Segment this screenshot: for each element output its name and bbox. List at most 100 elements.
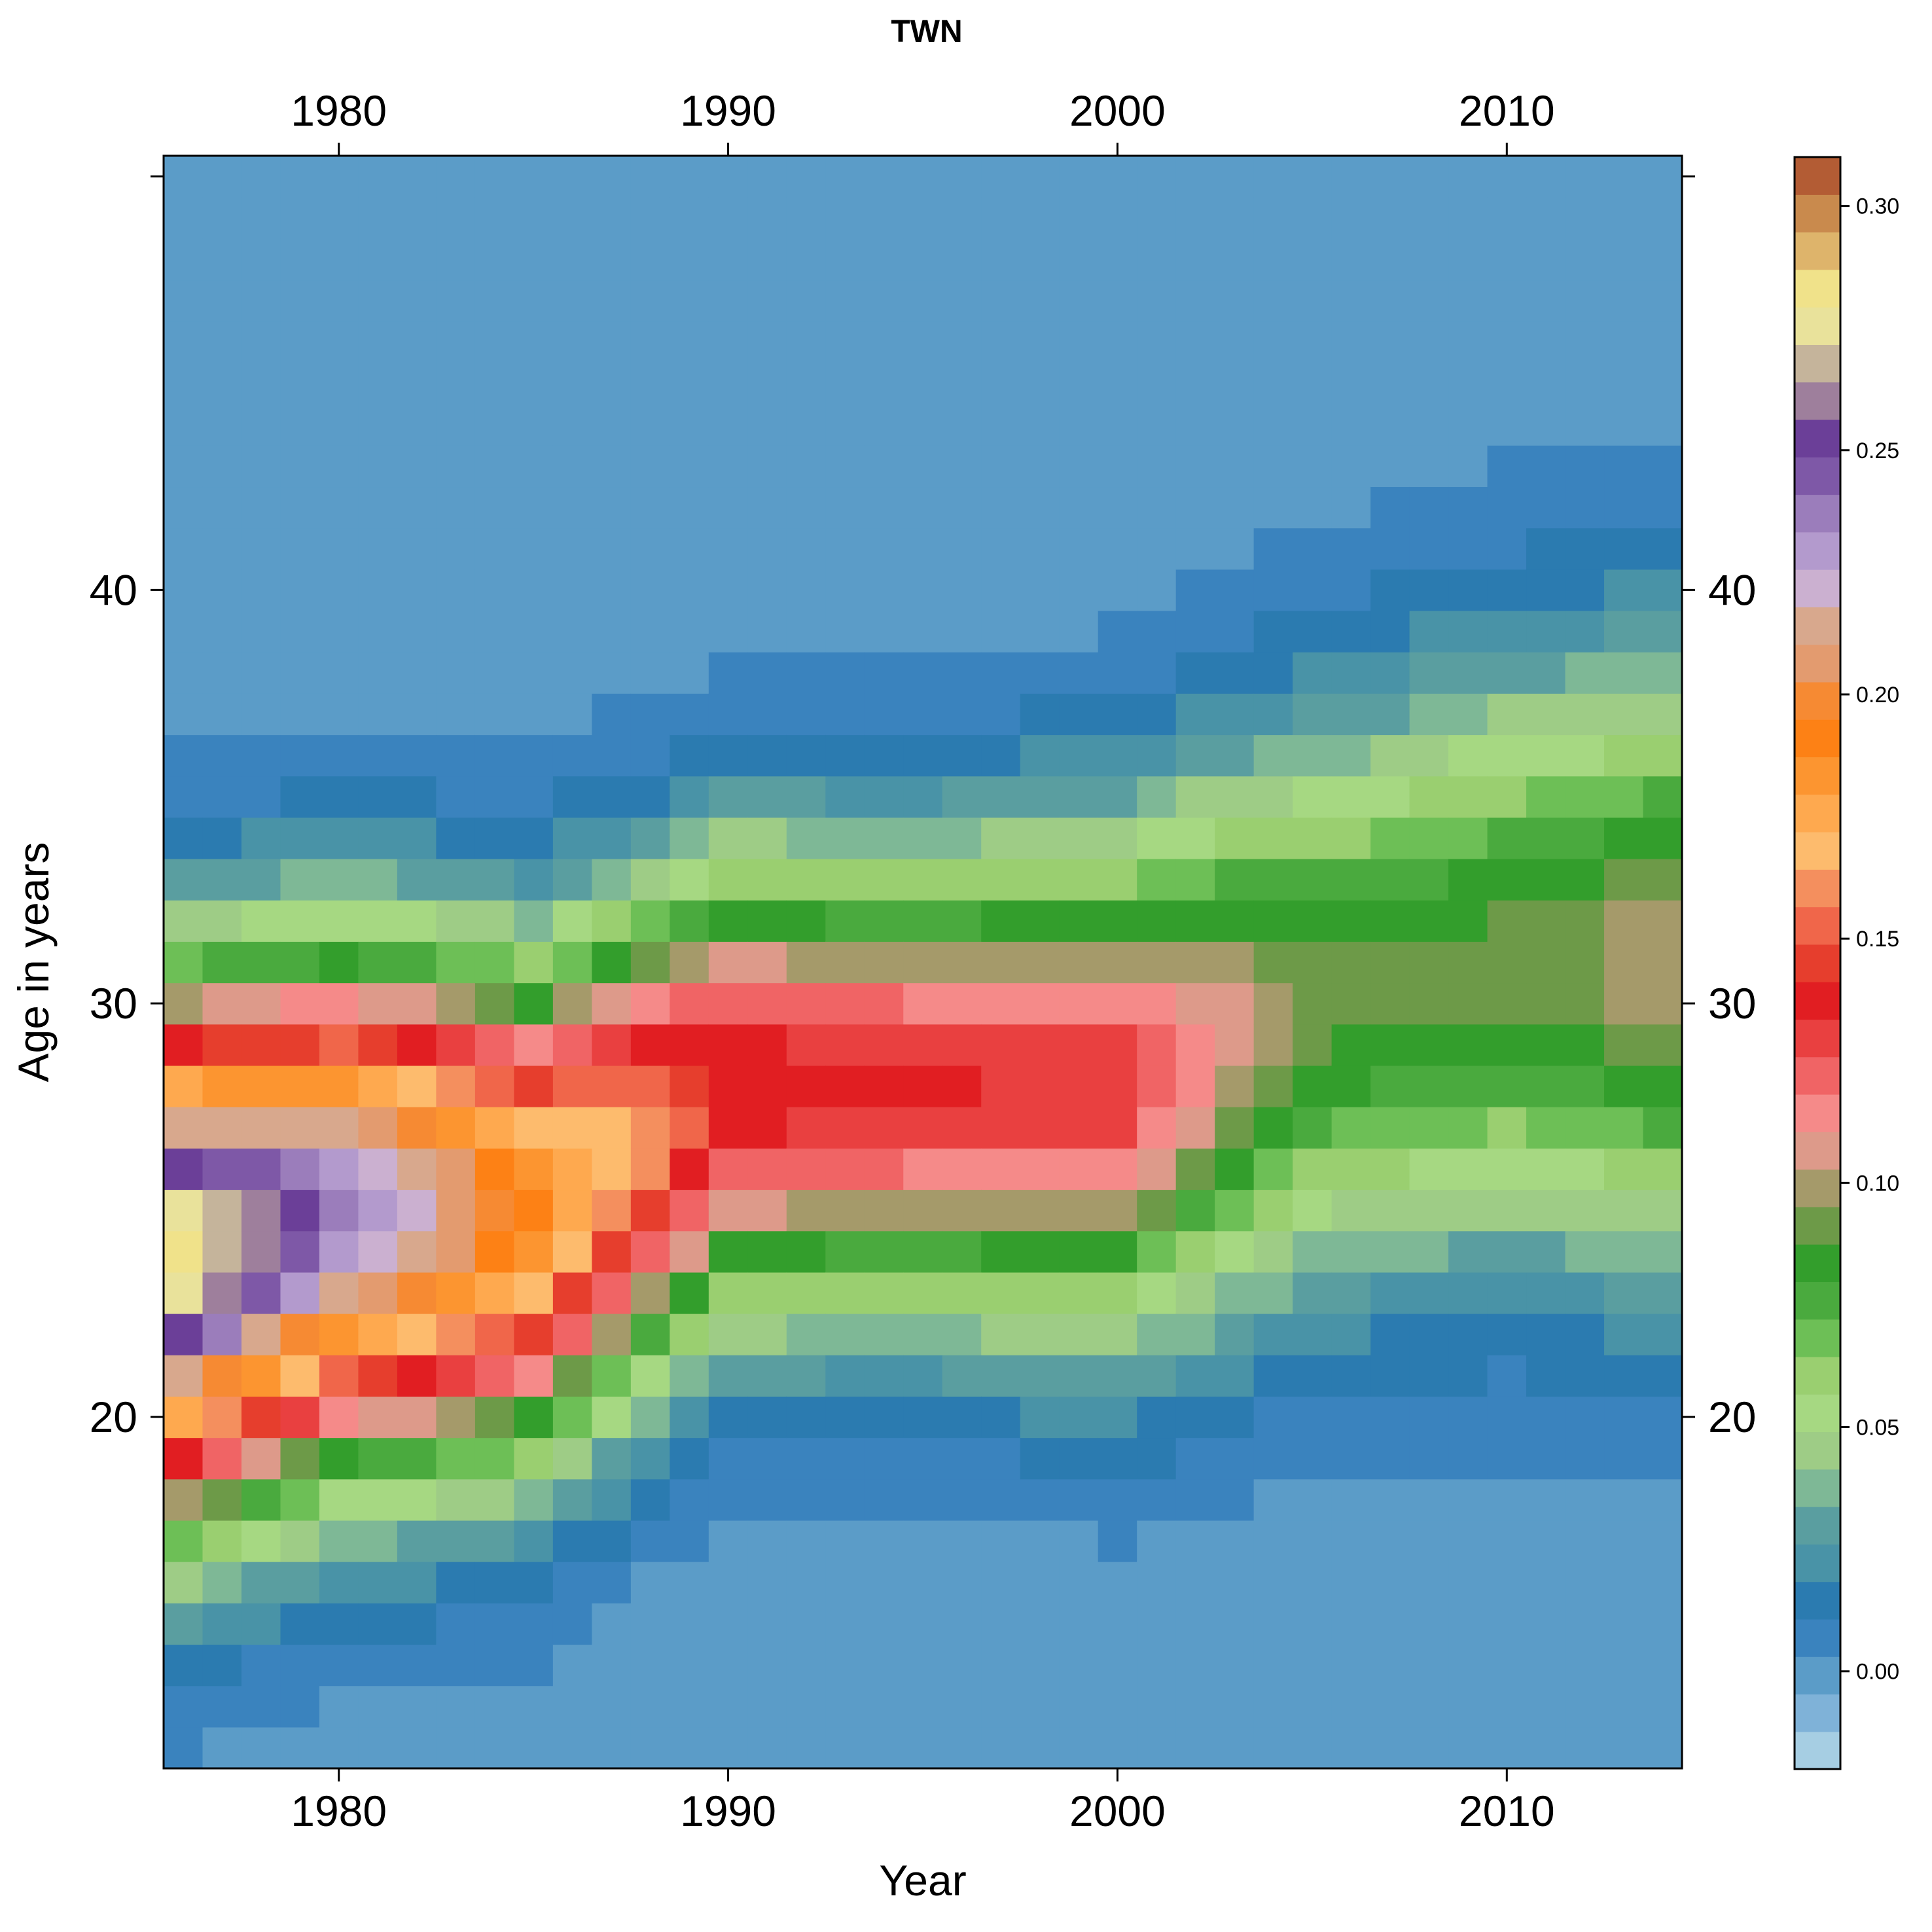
heatmap-cell	[164, 1272, 204, 1314]
heatmap-cell	[280, 1065, 320, 1107]
heatmap-cell	[1175, 776, 1215, 818]
heatmap-cell	[319, 982, 359, 1025]
heatmap-cell	[1526, 445, 1566, 488]
heatmap-cell	[670, 1272, 709, 1314]
heatmap-cell	[592, 776, 632, 818]
heatmap-cell	[1293, 776, 1333, 818]
heatmap-cell	[1526, 238, 1566, 281]
heatmap-cell	[202, 321, 242, 363]
heatmap-cell	[397, 528, 437, 570]
heatmap-cell	[1604, 1396, 1644, 1439]
heatmap-cell	[514, 1644, 554, 1687]
heatmap-cell	[1059, 1562, 1099, 1603]
heatmap-cell	[1020, 859, 1060, 901]
heatmap-cell	[280, 156, 320, 198]
heatmap-cell	[747, 1355, 787, 1397]
heatmap-cell	[474, 486, 514, 529]
heatmap-cell	[1253, 569, 1293, 611]
heatmap-cell	[1175, 1685, 1215, 1728]
heatmap-cell	[358, 1520, 398, 1562]
heatmap-cell	[1565, 1272, 1605, 1314]
heatmap-cell	[1331, 859, 1371, 901]
heatmap-cell	[358, 321, 398, 363]
heatmap-cell	[1370, 941, 1410, 984]
heatmap-cell	[1370, 1644, 1410, 1687]
heatmap-cell	[786, 1065, 826, 1107]
heatmap-cell	[630, 1562, 670, 1603]
heatmap-cell	[670, 1024, 709, 1066]
heatmap-cell	[1409, 486, 1449, 529]
heatmap-cell	[747, 610, 787, 653]
heatmap-cell	[1604, 900, 1644, 942]
heatmap-cell	[708, 404, 748, 446]
heatmap-cell	[1604, 1644, 1644, 1687]
heatmap-cell	[1215, 238, 1255, 281]
heatmap-cell	[358, 279, 398, 322]
heatmap-cell	[319, 652, 359, 694]
heatmap-cell	[241, 817, 281, 859]
heatmap-cell	[202, 1396, 242, 1439]
heatmap-cell	[1526, 1478, 1566, 1521]
heatmap-cell	[358, 734, 398, 777]
heatmap-cell	[1059, 859, 1099, 901]
heatmap-cell	[1526, 279, 1566, 322]
heatmap-cell	[981, 445, 1021, 488]
heatmap-cell	[1331, 1189, 1371, 1232]
heatmap-cell	[747, 569, 787, 611]
heatmap-cell	[241, 1437, 281, 1480]
heatmap-cell	[708, 279, 748, 322]
heatmap-cell	[1253, 776, 1293, 818]
heatmap-cell	[1253, 1189, 1293, 1232]
heatmap-cell	[1370, 693, 1410, 736]
x-tick-label-top: 1990	[680, 86, 776, 135]
heatmap-cell	[708, 362, 748, 404]
heatmap-cell	[358, 1272, 398, 1314]
heatmap-cell	[397, 1685, 437, 1728]
heatmap-cell	[864, 1230, 904, 1273]
heatmap-cell	[864, 734, 904, 777]
heatmap-cell	[1293, 1685, 1333, 1728]
heatmap-cell	[1604, 1148, 1644, 1190]
heatmap-cell	[592, 1562, 632, 1603]
heatmap-cell	[1643, 528, 1683, 570]
heatmap-cell	[747, 1437, 787, 1480]
heatmap-cell	[514, 321, 554, 363]
heatmap-cell	[1331, 1148, 1371, 1190]
heatmap-cell	[864, 1355, 904, 1397]
x-axis-label: Year	[879, 1856, 966, 1905]
heatmap-cell	[1215, 734, 1255, 777]
heatmap-cell	[903, 528, 943, 570]
heatmap-cell	[981, 1644, 1021, 1687]
heatmap-cell	[1448, 1314, 1488, 1355]
heatmap-cell	[241, 693, 281, 736]
heatmap-cell	[1175, 734, 1215, 777]
heatmap-cell	[241, 734, 281, 777]
heatmap-cell	[241, 445, 281, 488]
heatmap-cell	[1487, 1230, 1527, 1273]
heatmap-cell	[202, 693, 242, 736]
heatmap-cell	[397, 1230, 437, 1273]
heatmap-cell	[1409, 693, 1449, 736]
heatmap-cell	[942, 817, 982, 859]
heatmap-cell	[1253, 528, 1293, 570]
heatmap-cell	[630, 279, 670, 322]
heatmap-cell	[786, 362, 826, 404]
heatmap-cell	[202, 1520, 242, 1562]
heatmap-cell	[1487, 1685, 1527, 1728]
heatmap-cell	[474, 1644, 514, 1687]
heatmap-cell	[1098, 1396, 1137, 1439]
y-tick-label-left: 40	[90, 565, 137, 614]
heatmap-cell	[1448, 1024, 1488, 1066]
heatmap-cell	[981, 900, 1021, 942]
heatmap-cell	[1215, 197, 1255, 239]
heatmap-cell	[1020, 652, 1060, 694]
heatmap-cell	[397, 1272, 437, 1314]
heatmap-cell	[1604, 1355, 1644, 1397]
heatmap-cell	[786, 486, 826, 529]
heatmap-cell	[786, 1520, 826, 1562]
heatmap-cell	[630, 569, 670, 611]
heatmap-cell	[241, 776, 281, 818]
heatmap-cell	[552, 362, 592, 404]
heatmap-cell	[397, 486, 437, 529]
heatmap-cell	[1331, 404, 1371, 446]
